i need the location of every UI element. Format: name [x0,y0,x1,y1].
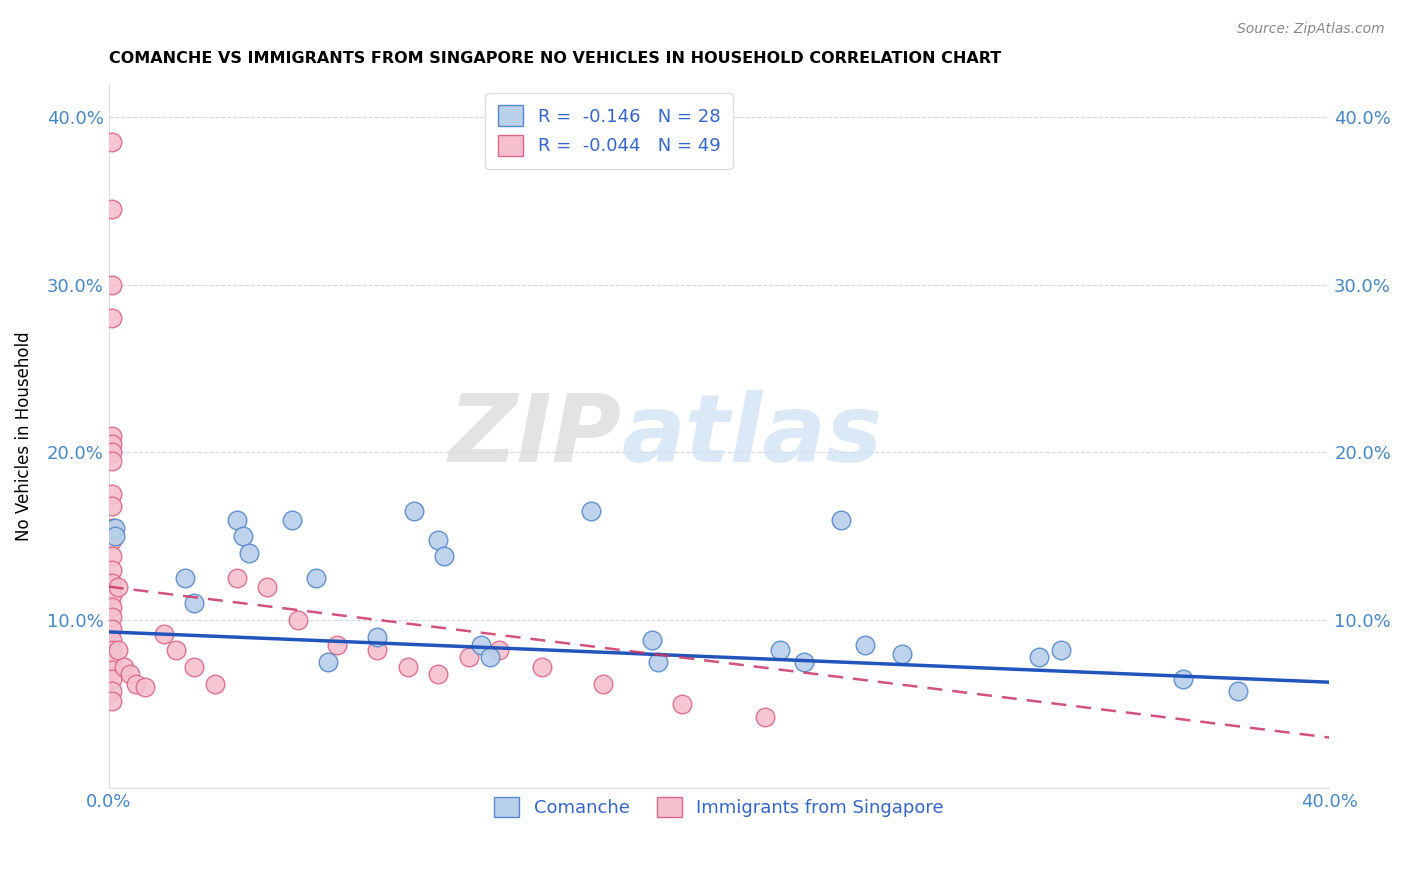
Point [830,512,852,526]
Point [433,549,456,564]
Point [104,529,127,543]
Point [287,613,309,627]
Y-axis label: No Vehicles in Household: No Vehicles in Household [15,331,32,541]
Point [318,655,340,669]
Point [402,504,425,518]
Point [100,622,122,636]
Point [225,512,247,526]
Point [488,643,510,657]
Point [100,487,122,501]
Point [183,596,205,610]
Point [366,643,388,657]
Point [256,580,278,594]
Point [100,563,122,577]
Point [238,546,260,560]
Point [100,653,122,667]
Point [100,454,122,468]
Point [134,680,156,694]
Point [100,277,122,292]
Point [100,643,122,657]
Point [112,660,135,674]
Point [457,650,479,665]
Point [100,202,122,217]
Text: Source: ZipAtlas.com: Source: ZipAtlas.com [1237,22,1385,37]
Point [891,647,914,661]
Point [100,588,122,602]
Point [769,643,792,657]
Point [530,660,553,674]
Text: ZIP: ZIP [449,390,621,482]
Point [100,533,122,547]
Point [305,571,328,585]
Point [107,643,129,657]
Point [125,677,148,691]
Point [100,428,122,442]
Point [479,650,502,665]
Point [647,655,669,669]
Point [100,311,122,326]
Point [366,630,388,644]
Point [174,571,197,585]
Point [100,135,122,149]
Point [100,549,122,564]
Point [754,710,776,724]
Point [1028,650,1050,665]
Point [100,609,122,624]
Point [855,638,877,652]
Point [280,512,302,526]
Point [1049,643,1071,657]
Point [100,445,122,459]
Point [100,521,122,535]
Point [326,638,349,652]
Legend: Comanche, Immigrants from Singapore: Comanche, Immigrants from Singapore [486,789,952,824]
Point [1226,683,1249,698]
Point [579,504,602,518]
Point [104,521,127,535]
Point [183,660,205,674]
Point [427,666,450,681]
Point [100,683,122,698]
Point [204,677,226,691]
Point [165,643,187,657]
Point [100,437,122,451]
Point [152,626,174,640]
Point [1171,672,1194,686]
Point [100,599,122,614]
Point [100,499,122,513]
Point [232,529,254,543]
Point [100,672,122,686]
Point [100,693,122,707]
Text: atlas: atlas [621,390,883,482]
Point [427,533,450,547]
Point [100,664,122,678]
Point [100,633,122,648]
Point [118,666,141,681]
Point [225,571,247,585]
Text: COMANCHE VS IMMIGRANTS FROM SINGAPORE NO VEHICLES IN HOUSEHOLD CORRELATION CHART: COMANCHE VS IMMIGRANTS FROM SINGAPORE NO… [108,51,1001,66]
Point [641,633,664,648]
Point [592,677,614,691]
Point [100,576,122,591]
Point [793,655,815,669]
Point [396,660,419,674]
Point [671,697,693,711]
Point [107,580,129,594]
Point [470,638,492,652]
